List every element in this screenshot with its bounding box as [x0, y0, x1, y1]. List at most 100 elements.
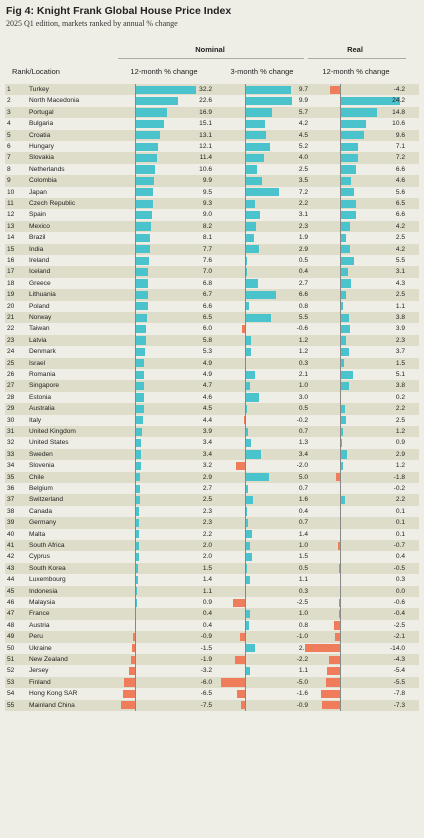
- n3-bar: [235, 461, 245, 471]
- table-row: 36 Belgium 2.7 0.7 -0.2: [5, 483, 419, 495]
- rank-cell: 25: [7, 359, 15, 367]
- table-row: 25 Israel 4.9 0.3 1.5: [5, 357, 419, 369]
- location-cell: Bulgaria: [29, 120, 54, 128]
- rank-cell: 46: [7, 599, 15, 606]
- n12-zero-line: [135, 585, 136, 597]
- rank-cell: 44: [7, 576, 15, 584]
- n12-value-label: -6.5: [200, 690, 212, 698]
- table-row: 22 Taiwan 6.0 -0.6 3.9: [5, 323, 419, 335]
- n3-bar: [245, 245, 259, 254]
- location-cell: Romania: [29, 371, 56, 378]
- n12-zero-line: [135, 220, 136, 233]
- n3-zero-line: [245, 186, 246, 198]
- n12-zero-line: [135, 483, 136, 495]
- rank-cell: 7: [7, 154, 11, 162]
- n12-zero-line: [135, 528, 136, 540]
- rank-cell: 53: [7, 678, 15, 686]
- n3-zero-line: [245, 129, 246, 141]
- table-row: 37 Switzerland 2.5 1.6 2.2: [5, 494, 419, 506]
- r12-value-label: 0.9: [395, 439, 405, 447]
- r12-bar: [340, 153, 358, 163]
- r12-zero-line: [340, 141, 341, 153]
- rank-cell: 5: [7, 131, 11, 139]
- rank-cell: 26: [7, 371, 15, 378]
- n12-zero-line: [135, 312, 136, 324]
- n12-value-label: 9.0: [202, 211, 212, 219]
- table-row: 5 Croatia 13.1 4.5 9.6: [5, 129, 419, 141]
- n12-zero-line: [135, 255, 136, 267]
- location-cell: Taiwan: [29, 325, 50, 333]
- location-cell: Portugal: [29, 108, 54, 116]
- r12-bar: [340, 96, 400, 106]
- r12-bar: [340, 381, 350, 391]
- n12-bar: [135, 484, 141, 493]
- n3-bar: [245, 564, 248, 573]
- n12-value-label: -1.5: [200, 644, 212, 652]
- r12-zero-line: [340, 163, 341, 176]
- location-cell: Mexico: [29, 222, 50, 230]
- nominal-12-month-header: 12-month % change: [130, 67, 198, 76]
- nominal-group-header: Nominal: [195, 45, 225, 54]
- table-row: 53 Finland -6.0 -5.0 -5.5: [5, 676, 419, 689]
- r12-bar: [340, 108, 377, 117]
- n12-bar: [135, 370, 145, 379]
- rank-cell: 15: [7, 245, 15, 253]
- n3-bar: [245, 131, 267, 140]
- n12-bar: [135, 404, 144, 414]
- n12-zero-line: [135, 426, 136, 438]
- r12-zero-line: [340, 688, 341, 700]
- rank-cell: 54: [7, 690, 15, 698]
- n12-value-label: 8.1: [202, 234, 212, 242]
- location-cell: Indonesia: [29, 587, 58, 595]
- r12-bar: [340, 336, 346, 345]
- n12-zero-line: [135, 574, 136, 586]
- n12-bar: [135, 131, 160, 140]
- r12-zero-line: [340, 654, 341, 666]
- location-cell: Germany: [29, 519, 57, 527]
- n3-bar: [245, 313, 272, 322]
- r12-bar: [340, 404, 346, 414]
- n12-zero-line: [135, 448, 136, 461]
- n12-bar: [135, 313, 148, 322]
- n12-value-label: 0.4: [202, 621, 212, 629]
- n12-value-label: 5.8: [202, 336, 212, 344]
- r12-zero-line: [340, 186, 341, 198]
- location-cell: Singapore: [29, 382, 60, 390]
- r12-bar: [340, 245, 351, 254]
- n12-value-label: 4.9: [202, 371, 212, 378]
- r12-zero-line: [340, 460, 341, 472]
- location-cell: Japan: [29, 188, 47, 196]
- r12-value-label: -7.8: [393, 690, 405, 698]
- n12-value-label: 3.9: [202, 428, 212, 435]
- n12-zero-line: [135, 95, 136, 107]
- r12-value-label: 24.2: [392, 97, 405, 105]
- n12-value-label: 6.0: [202, 325, 212, 333]
- rank-cell: 19: [7, 291, 15, 299]
- n12-zero-line: [135, 403, 136, 415]
- rank-cell: 37: [7, 496, 15, 504]
- n12-value-label: 10.6: [199, 165, 212, 173]
- table-row: 52 Jersey -3.2 1.1 -5.4: [5, 665, 419, 677]
- n3-bar: [245, 188, 280, 197]
- n12-value-label: 3.4: [202, 450, 212, 458]
- rank-cell: 9: [7, 177, 11, 185]
- table-row: 19 Lithuania 6.7 6.6 2.5: [5, 289, 419, 301]
- n12-zero-line: [135, 243, 136, 255]
- n3-value-label: 2.5: [298, 165, 308, 173]
- r12-bar: [340, 427, 343, 436]
- n3-zero-line: [245, 95, 246, 107]
- table-row: 8 Netherlands 10.6 2.5 6.6: [5, 163, 419, 176]
- n12-value-label: 11.4: [199, 154, 212, 162]
- n12-zero-line: [135, 619, 136, 632]
- r12-zero-line: [340, 585, 341, 597]
- chart-subtitle: 2025 Q1 edition, markets ranked by annua…: [6, 19, 178, 28]
- chart-title: Fig 4: Knight Frank Global House Price I…: [6, 5, 232, 17]
- r12-zero-line: [340, 175, 341, 187]
- r12-value-label: 6.5: [395, 200, 405, 207]
- r12-value-label: 2.5: [395, 291, 405, 299]
- r12-zero-line: [340, 323, 341, 335]
- n3-bar: [245, 302, 249, 311]
- r12-zero-line: [340, 220, 341, 233]
- table-row: 30 Italy 4.4 -0.2 2.5: [5, 414, 419, 426]
- n3-value-label: 1.0: [298, 542, 308, 549]
